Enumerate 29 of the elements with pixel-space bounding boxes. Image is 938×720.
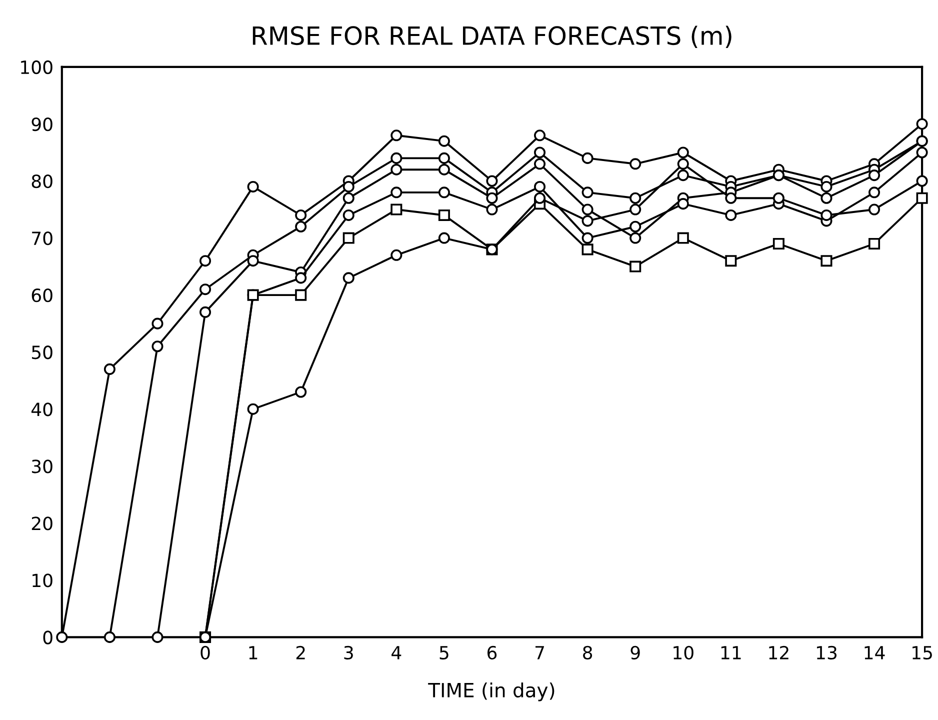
- x-tick-label: 5: [440, 646, 448, 660]
- x-tick-label: 10: [674, 646, 694, 660]
- y-tick-label: 70: [32, 231, 52, 246]
- y-tick-label: 100: [21, 60, 52, 74]
- x-tick-label: 15: [912, 646, 932, 660]
- x-tick-label: 0: [200, 646, 210, 660]
- y-tick-label: 30: [32, 460, 52, 474]
- x-tick-label: 11: [721, 646, 741, 660]
- y-tick-label: 0: [43, 630, 52, 644]
- y-tick-label: 40: [31, 402, 52, 416]
- x-axis-title: TIME (in day): [428, 682, 554, 702]
- y-tick-label: 10: [32, 574, 52, 588]
- x-tick-label: 3: [344, 646, 353, 660]
- x-tick-label: 1: [249, 646, 258, 660]
- x-tick-label: 13: [816, 646, 837, 660]
- x-tick-label: 2: [296, 646, 305, 660]
- x-tick-label: 9: [630, 646, 640, 660]
- y-tick-label: 20: [32, 516, 52, 530]
- x-tick-label: 7: [536, 646, 544, 660]
- y-tick-label: 50: [32, 346, 52, 360]
- x-tick-label: 8: [583, 646, 592, 660]
- chart-title: RMSE FOR REAL DATA FORECASTS (m): [252, 26, 732, 48]
- x-tick-label: 14: [864, 646, 885, 660]
- y-tick-label: 80: [32, 174, 52, 188]
- x-tick-label: 12: [769, 646, 788, 660]
- y-tick-label: 60: [32, 288, 52, 302]
- y-tick-label: 90: [32, 117, 52, 132]
- x-tick-label: 6: [488, 646, 497, 660]
- x-tick-label: 4: [392, 646, 402, 660]
